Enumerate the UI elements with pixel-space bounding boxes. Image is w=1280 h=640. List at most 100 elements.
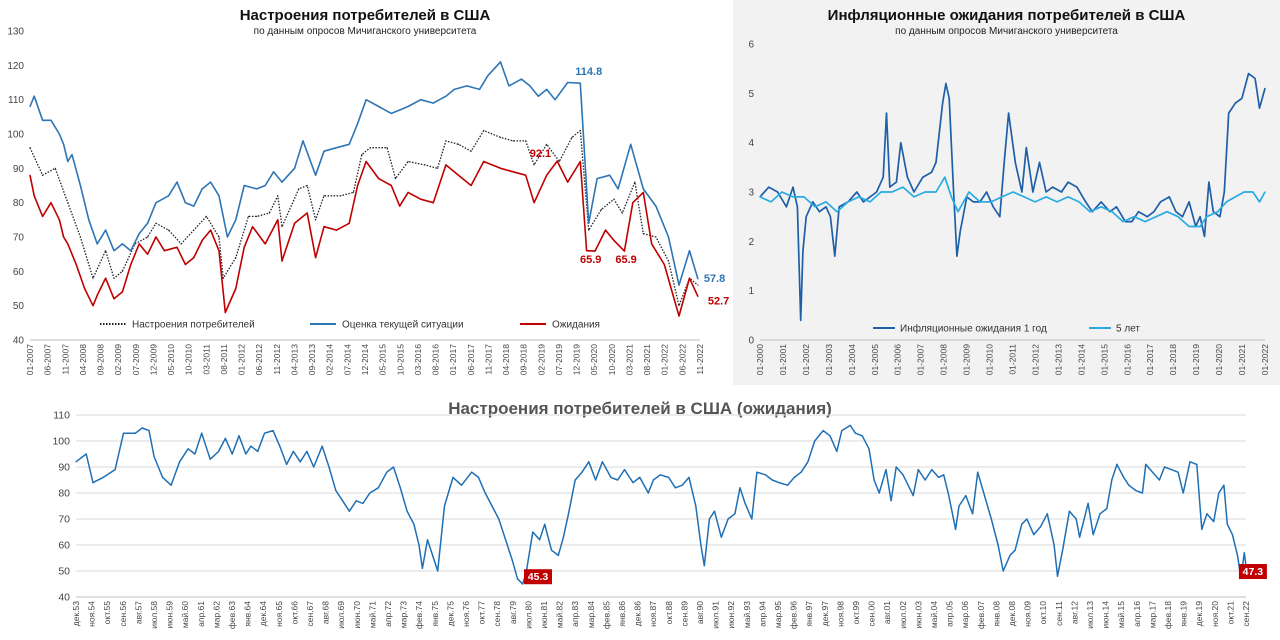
x-tick-label: 01-2008 [939,344,949,375]
data-point [1075,518,1077,520]
x-tick-label: июн.59 [165,601,175,629]
data-point [1264,191,1266,193]
x-tick-label: янв.64 [243,601,253,627]
data-point [498,518,500,520]
data-point [703,565,705,567]
x-tick-label: июн.70 [352,601,362,629]
data-point [432,102,434,104]
data-point [67,243,69,245]
data-point [147,222,149,224]
data-point [306,450,308,452]
chart-title: Инфляционные ожидания потребителей в США [827,7,1186,24]
data-point [720,536,722,538]
data-point [1131,221,1133,223]
y-tick-label: 120 [7,61,24,72]
data-point [695,505,697,507]
data-point [445,140,447,142]
legend-label: 5 лет [1116,324,1140,335]
data-point [121,243,123,245]
data-point [935,191,937,193]
data-point [556,160,558,162]
data-point [392,466,395,468]
data-point [681,484,683,486]
data-point [744,502,746,504]
data-point [292,450,294,452]
data-point [1032,191,1034,193]
data-point [678,315,680,317]
x-tick-label: сен.56 [118,601,128,627]
x-tick-label: 01-2012 [237,344,247,375]
data-point [700,544,702,546]
data-point [1188,225,1190,228]
data-point [147,236,149,238]
data-point [1099,513,1101,515]
data-point [793,476,795,478]
data-point [413,523,415,525]
data-point [499,167,502,169]
x-tick-label: май.04 [929,601,939,628]
y-tick-label: 60 [13,267,25,278]
x-tick-label: 10-2020 [607,344,617,375]
data-point [1056,201,1058,203]
data-point [913,196,915,198]
data-point [1106,508,1108,510]
data-point [323,195,325,197]
data-point [499,136,502,138]
x-tick-label: 11-2007 [60,344,70,375]
data-point [869,196,871,198]
data-point [67,202,69,204]
x-tick-label: фев.07 [976,601,986,629]
data-point [184,202,186,204]
data-point [306,184,308,187]
x-tick-label: окт.88 [664,601,674,625]
data-point [436,167,439,169]
legend-label: Инфляционные ожидания 1 год [900,323,1047,335]
x-tick-label: июл.69 [336,601,346,629]
x-tick-label: янв.86 [617,601,627,627]
data-point [256,215,258,217]
data-point [667,260,670,262]
x-tick-label: авг.68 [321,601,331,624]
data-point [79,236,81,238]
data-point [1100,201,1102,203]
data-point [147,253,149,255]
data-point [1236,554,1239,556]
x-tick-label: 02-2009 [113,344,123,375]
legend-label: Настроения потребителей [132,319,255,331]
x-tick-label: сен.78 [492,601,502,627]
x-tick-label: 01-2010 [985,344,995,375]
data-point [426,539,429,541]
data-point [42,215,44,217]
chart-subtitle: по данным опросов Мичиганского университ… [253,26,477,37]
data-point [697,284,699,286]
x-tick-label: ноя.20 [1210,601,1220,627]
data-point [990,201,992,203]
data-point [113,277,115,279]
x-tick-label: 10-2015 [395,344,405,375]
x-tick-label: 03-2016 [413,344,423,375]
data-point [179,461,181,463]
x-tick-label: май.93 [742,601,752,628]
data-point [168,229,170,231]
consumer-expectations-long-chart-panel: Настроения потребителей в США (ожидания)… [0,388,1280,640]
data-point [443,505,446,507]
data-point [399,487,401,489]
data-point [977,471,979,473]
data-point [79,184,81,187]
data-point [623,250,626,252]
data-point [674,487,677,489]
data-point [1014,549,1016,551]
data-point [1133,216,1135,218]
x-tick-label: дек.08 [1007,601,1017,626]
data-point [96,243,98,245]
x-tick-label: 04-2018 [501,344,511,375]
data-point [663,263,665,266]
data-point [243,246,245,248]
x-tick-label: 11-2017 [483,344,493,375]
data-point [594,250,596,252]
data-point [829,216,831,218]
data-point [955,528,957,530]
data-point [778,482,780,484]
data-point [42,174,44,176]
data-point [323,150,325,152]
